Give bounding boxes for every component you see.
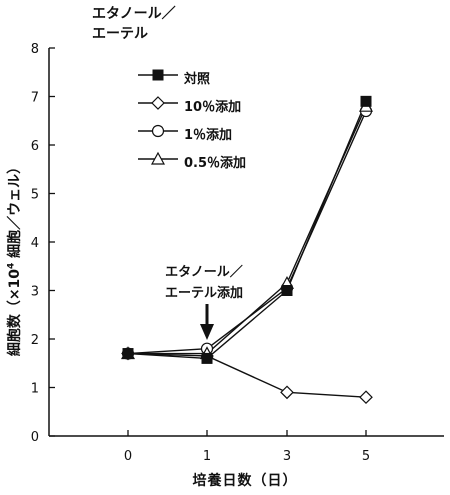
series-line-control	[127, 101, 367, 360]
y-axis-label-suffix: 細胞／ウェル）	[7, 159, 23, 263]
y-tick-label: 5	[31, 188, 39, 203]
chart-title: エタノール／ エーテル	[92, 4, 176, 44]
legend-label-10pct: 10％添加	[184, 100, 242, 115]
y-tick-label: 1	[31, 382, 39, 397]
series-line-10pct	[127, 352, 367, 398]
data-point-control	[281, 285, 293, 296]
y-tick-label: 4	[31, 236, 39, 251]
addition-annotation-line-2: エーテル添加	[164, 286, 244, 301]
y-axis-label: 細胞数（×104 細胞／ウェル）	[4, 160, 24, 356]
x-tick-label: 0	[124, 449, 132, 464]
y-tick-label: 7	[31, 91, 39, 106]
legend-label-05pct: 0.5％添加	[184, 156, 247, 171]
legend-marker-1pct	[151, 124, 165, 138]
data-point-10pct	[359, 390, 373, 405]
y-tick-label: 6	[31, 139, 39, 154]
data-point-control	[360, 95, 372, 107]
x-tick-label: 1	[203, 449, 211, 464]
series-line-1pct	[127, 110, 367, 355]
data-point-10pct	[280, 385, 294, 400]
legend-marker-05pct	[150, 151, 166, 165]
y-axis-label-prefix: 細胞数（×10	[7, 268, 23, 357]
series-line-05pct	[128, 105, 367, 355]
y-tick-label: 2	[31, 333, 39, 348]
x-tick-label: 5	[362, 449, 370, 464]
data-point-control	[122, 348, 134, 360]
chart-title-line-1: エタノール／	[92, 6, 176, 22]
legend-label-control: 対照	[184, 72, 211, 87]
y-tick-label: 3	[31, 285, 39, 300]
x-axis-label: 培養日数（日）	[192, 473, 298, 489]
y-axis-label-exponent: 4	[6, 262, 17, 269]
x-tick-label: 3	[283, 449, 291, 464]
addition-annotation-line-1: エタノール／	[165, 265, 243, 280]
legend-marker-control	[152, 69, 164, 81]
legend-label-1pct: 1％添加	[184, 128, 233, 143]
addition-annotation: エタノール／ エーテル添加	[165, 262, 243, 304]
y-tick-label: 0	[31, 430, 39, 445]
y-tick-label: 8	[31, 42, 39, 57]
chart-title-line-2: エーテル	[92, 26, 148, 42]
annotation-arrow-head	[200, 324, 214, 340]
data-point-control	[201, 352, 213, 364]
legend-marker-10pct	[151, 96, 165, 110]
